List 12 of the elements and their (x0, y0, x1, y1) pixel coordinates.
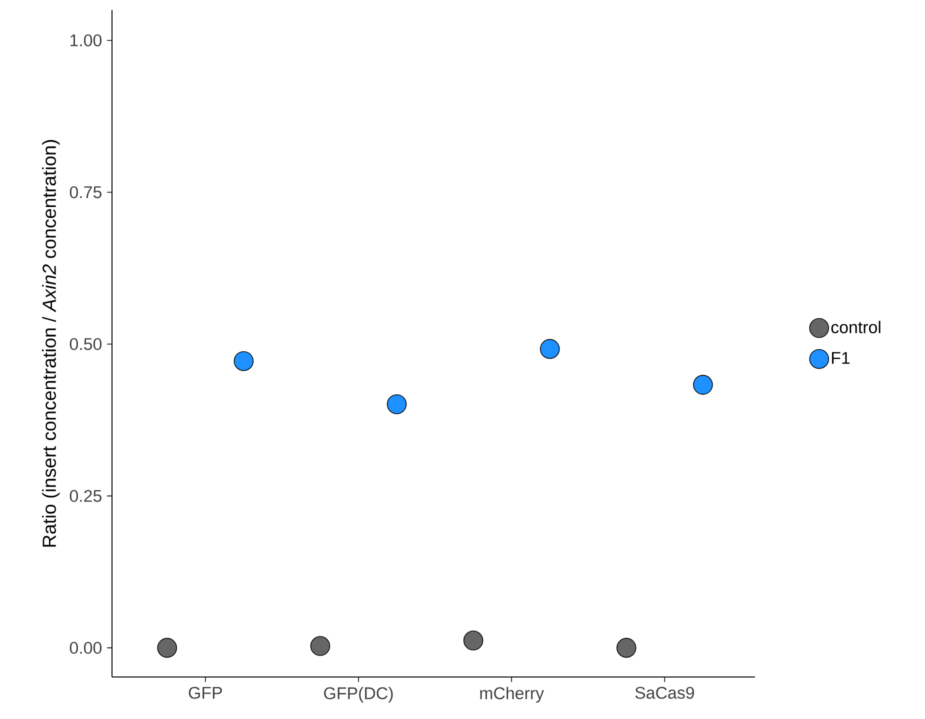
x-tick-label: mCherry (480, 686, 544, 703)
legend-label: F1 (832, 352, 850, 364)
y-tick-label: 0.50 (70, 338, 102, 350)
x-tick-label: SaCas9 (635, 686, 694, 699)
y-tick-label: 0.25 (70, 490, 102, 502)
y-tick-label: 1.00 (70, 34, 102, 46)
x-tick-label: GFP (188, 686, 222, 699)
y-tick-label: 0.75 (70, 186, 102, 198)
y-tick-label: 0.00 (70, 642, 102, 654)
x-tick-label: GFP(DC) (324, 686, 393, 703)
y-axis-title: Ratio (insert concentration / Axin2 concentration) (42, 140, 60, 547)
legend-label: control (831, 320, 880, 334)
